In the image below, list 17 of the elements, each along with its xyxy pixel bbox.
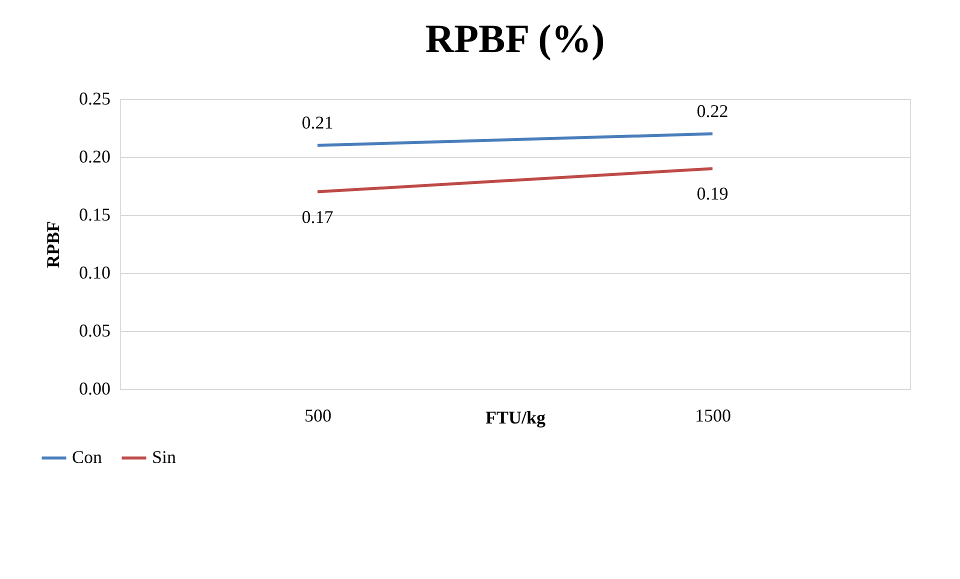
legend-label: Con xyxy=(72,447,102,467)
y-tick-label: 0.15 xyxy=(79,204,110,224)
y-tick-label: 0.10 xyxy=(79,262,110,282)
y-tick-label: 0.00 xyxy=(79,378,110,398)
x-tick-label: 1500 xyxy=(695,406,731,426)
y-axis-title: RPBF xyxy=(43,221,63,268)
legend-label: Sin xyxy=(152,447,176,467)
data-label: 0.22 xyxy=(696,100,728,121)
data-label: 0.19 xyxy=(696,184,728,204)
y-tick-label: 0.20 xyxy=(79,146,110,166)
data-label: 0.21 xyxy=(302,112,334,132)
x-tick-label: 500 xyxy=(304,406,332,426)
chart-title: RPBF (%) xyxy=(425,16,605,61)
y-tick-label: 0.25 xyxy=(79,88,110,108)
y-tick-label: 0.05 xyxy=(79,320,110,340)
data-label: 0.17 xyxy=(302,206,334,227)
x-axis-title: FTU/kg xyxy=(485,408,546,428)
